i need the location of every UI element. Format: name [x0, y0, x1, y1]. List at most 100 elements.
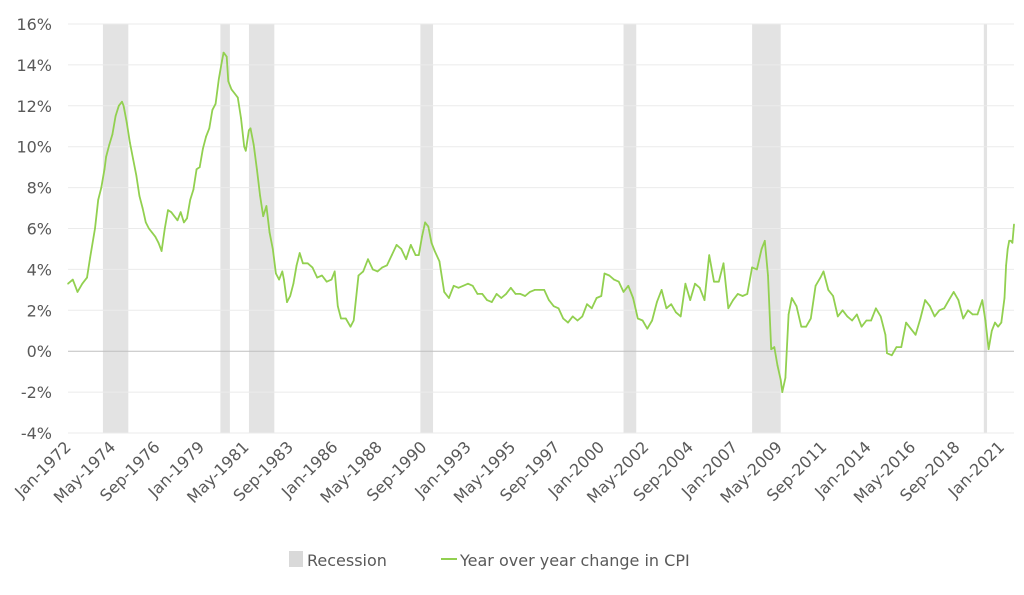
cpi-point — [919, 317, 922, 320]
cpi-point — [651, 319, 653, 322]
cpi-point — [67, 282, 69, 285]
cpi-point — [529, 291, 531, 293]
cpi-point — [164, 227, 166, 230]
cpi-point — [138, 194, 141, 197]
cpi-point — [827, 289, 830, 291]
cpi-point — [841, 309, 844, 312]
cpi-point — [675, 311, 677, 314]
cpi-point — [865, 319, 868, 322]
y-tick-label: 14% — [16, 56, 52, 75]
cpi-point — [952, 291, 955, 293]
cpi-point — [632, 297, 634, 299]
y-tick-label: 16% — [16, 15, 52, 34]
cpi-point — [376, 270, 379, 273]
cpi-point — [646, 327, 649, 330]
cpi-point — [352, 319, 355, 322]
cpi-point — [427, 225, 430, 228]
cpi-point — [717, 280, 720, 283]
cpi-point — [875, 307, 877, 310]
cpi-point — [395, 244, 398, 246]
cpi-point — [256, 168, 258, 170]
cpi-point — [586, 303, 588, 305]
cpi-point — [1013, 223, 1015, 226]
cpi-point — [141, 207, 144, 209]
cpi-point — [781, 391, 784, 393]
cpi-point — [548, 299, 550, 301]
cpi-point — [214, 102, 217, 105]
cpi-point — [689, 299, 692, 301]
cpi-point — [713, 280, 715, 283]
cpi-point — [976, 313, 979, 316]
cpi-point — [670, 303, 672, 305]
cpi-point — [656, 301, 658, 303]
cpi-point — [249, 127, 252, 130]
cpi-point — [333, 270, 336, 273]
cpi-point — [321, 274, 323, 277]
y-tick-label: -2% — [21, 383, 52, 402]
cpi-point — [111, 133, 114, 136]
cpi-point — [608, 274, 611, 277]
cpi-point — [1005, 264, 1007, 267]
cpi-point — [114, 115, 117, 117]
cpi-point — [805, 325, 807, 328]
cpi-point — [306, 262, 309, 265]
cpi-point — [924, 299, 926, 301]
y-tick-label: 4% — [27, 260, 52, 279]
cpi-point — [195, 168, 198, 170]
cpi-point — [248, 129, 250, 132]
cpi-point — [205, 135, 207, 138]
cpi-point — [476, 293, 479, 295]
cpi-point — [278, 278, 280, 281]
cpi-point — [89, 256, 92, 258]
cpi-point — [684, 282, 687, 285]
cpi-point — [424, 221, 426, 224]
cpi-point — [800, 325, 803, 328]
y-tick-label: 6% — [27, 220, 52, 239]
cpi-point — [576, 319, 579, 322]
cpi-point — [698, 287, 701, 289]
cpi-point — [259, 194, 261, 197]
cpi-point — [886, 352, 888, 355]
cpi-point — [641, 319, 644, 322]
cpi-point — [557, 307, 560, 310]
cpi-point — [281, 270, 284, 273]
cpi-point — [581, 315, 584, 318]
cpi-point — [929, 305, 931, 308]
cpi-point — [295, 264, 298, 267]
cpi-point — [571, 315, 574, 318]
cpi-point — [984, 319, 987, 322]
cpi-point — [386, 264, 388, 267]
cpi-point — [773, 346, 776, 348]
cpi-point — [433, 250, 436, 252]
cpi-point — [514, 293, 517, 295]
cpi-point — [414, 254, 417, 256]
cpi-point — [222, 51, 225, 54]
cpi-point — [538, 289, 541, 291]
cpi-point — [617, 280, 620, 283]
cpi-point — [943, 307, 945, 310]
cpi-point — [795, 305, 798, 308]
series-layer — [67, 51, 1015, 393]
cpi-point — [595, 297, 598, 299]
cpi-point — [870, 319, 872, 322]
y-tick-label: 12% — [16, 97, 52, 116]
cpi-point — [613, 278, 615, 281]
cpi-point — [567, 321, 569, 324]
cpi-point — [157, 242, 160, 244]
cpi-point — [637, 317, 639, 320]
cpi-point — [971, 313, 974, 316]
cpi-point — [448, 297, 450, 299]
cpi-point — [121, 100, 123, 103]
legend: Recession Year over year change in CPI — [289, 551, 690, 570]
cpi-point — [938, 309, 941, 312]
cpi-point — [851, 319, 853, 322]
cpi-point — [233, 92, 236, 95]
cpi-point — [202, 147, 204, 150]
cpi-point — [349, 325, 352, 328]
cpi-point — [790, 297, 793, 299]
cpi-point — [129, 141, 131, 144]
cpi-point — [987, 348, 990, 350]
cpi-point — [552, 305, 555, 308]
cpi-point — [410, 244, 412, 246]
cpi-point — [189, 199, 192, 201]
